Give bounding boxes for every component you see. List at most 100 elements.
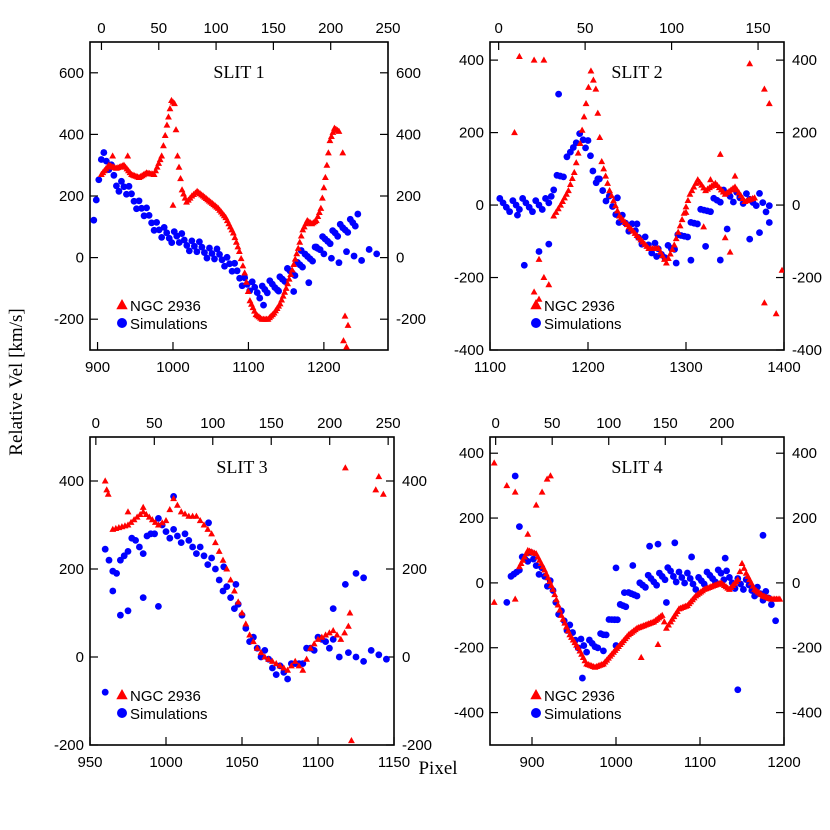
sim-point — [231, 259, 238, 267]
sim-point — [173, 232, 181, 240]
sim-point — [335, 259, 343, 267]
sim-point — [195, 238, 203, 246]
panel-slit-3: 950 1000 1050 1100 1150 0 50 100 150 200 250 -200 0 2… — [54, 415, 432, 771]
x-tick-label: 1050 — [225, 754, 258, 771]
legend-sim-marker — [531, 708, 541, 718]
obs-point — [109, 152, 117, 159]
obs-point — [594, 109, 602, 116]
x-tick-label: 1150 — [378, 754, 410, 771]
obs-point — [335, 127, 343, 134]
sim-point — [228, 267, 236, 275]
sim-point — [762, 588, 770, 595]
sim-point — [707, 208, 714, 216]
obs-point — [776, 595, 784, 602]
obs-point — [124, 508, 132, 515]
panel-frame — [489, 41, 785, 351]
obs-point — [325, 629, 333, 636]
obs-point — [148, 516, 156, 523]
sim-point — [756, 190, 763, 197]
legend-sim-label: Simulations — [130, 316, 208, 333]
obs-point — [145, 513, 153, 520]
sim-point — [189, 543, 197, 551]
sim-point — [163, 229, 171, 237]
obs-point — [333, 631, 341, 638]
sim-point — [205, 519, 212, 527]
obs-point — [778, 266, 784, 273]
obs-point — [261, 653, 269, 660]
x-tick-label: 900 — [85, 359, 110, 376]
obs-point — [150, 170, 158, 177]
y-tick-label: -200 — [54, 737, 84, 754]
obs-point — [306, 644, 314, 651]
y-tick-label: 400 — [59, 126, 84, 143]
sim-point — [530, 555, 537, 563]
obs-point — [746, 60, 754, 67]
sim-point — [320, 250, 328, 258]
obs-point — [288, 266, 296, 273]
obs-point — [511, 128, 518, 136]
obs-point — [265, 655, 273, 662]
obs-point — [684, 196, 692, 204]
sim-point — [602, 631, 610, 639]
obs-point — [219, 556, 227, 563]
obs-point — [196, 517, 204, 524]
sim-point — [538, 206, 546, 213]
sim-point — [120, 183, 128, 191]
legend-sim-marker — [117, 708, 127, 718]
panel-data — [90, 96, 381, 350]
obs-point — [223, 565, 231, 572]
obs-point — [177, 174, 184, 182]
obs-point — [375, 473, 383, 480]
obs-point — [310, 640, 318, 647]
sim-point — [341, 581, 349, 588]
sim-point — [641, 233, 649, 241]
sim-point — [138, 204, 145, 212]
sim-point — [193, 550, 200, 557]
obs-point — [322, 631, 330, 638]
sim-point — [198, 243, 206, 251]
obs-point — [158, 152, 166, 159]
obs-point — [700, 223, 708, 230]
sim-point — [328, 254, 335, 262]
sim-point — [579, 674, 586, 682]
x-tick-label: 1300 — [669, 359, 702, 376]
obs-point — [215, 547, 223, 554]
sim-point — [702, 242, 709, 250]
right-tick-label: -200 — [792, 270, 822, 287]
top-tick-label: 200 — [318, 20, 343, 37]
sim-point — [133, 205, 140, 213]
obs-point — [327, 132, 335, 139]
sim-point — [178, 230, 186, 237]
obs-point — [515, 52, 523, 60]
obs-point — [329, 627, 337, 634]
sim-point — [765, 202, 773, 210]
sim-point — [284, 675, 291, 683]
obs-point — [163, 121, 171, 128]
sim-point — [118, 177, 125, 185]
y-tick-label: -200 — [454, 270, 484, 287]
obs-point — [234, 243, 242, 250]
sim-point — [248, 278, 256, 286]
sim-point — [253, 289, 261, 297]
sim-point — [233, 267, 241, 275]
sim-point — [723, 225, 731, 233]
panel-data — [490, 459, 784, 694]
sim-point — [124, 548, 132, 555]
obs-point — [341, 312, 349, 319]
top-tick-label: 200 — [317, 415, 342, 432]
legend-sim-label: Simulations — [544, 316, 622, 333]
sim-point — [326, 644, 333, 652]
obs-point — [318, 633, 326, 640]
sim-point — [743, 190, 750, 198]
sim-point — [183, 242, 191, 249]
sim-point — [716, 256, 724, 264]
sim-point — [123, 190, 130, 198]
sim-point — [721, 554, 729, 562]
obs-point — [160, 142, 167, 149]
obs-point — [612, 202, 619, 209]
right-tick-label: 200 — [396, 188, 421, 205]
sim-point — [772, 617, 779, 625]
y-tick-label: 0 — [76, 649, 84, 666]
obs-point — [124, 152, 132, 159]
